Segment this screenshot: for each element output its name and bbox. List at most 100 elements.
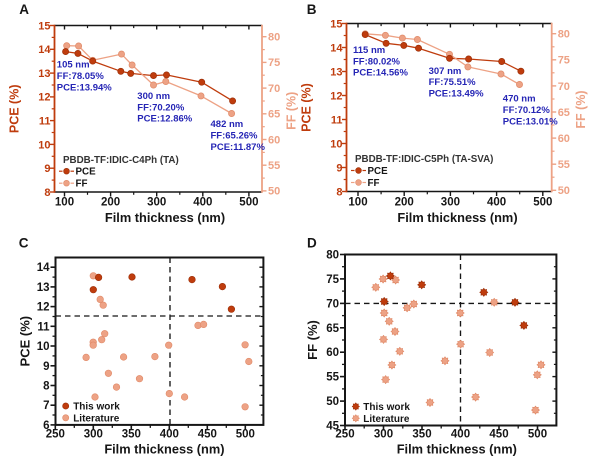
svg-text:115 nm: 115 nm (353, 45, 385, 56)
svg-text:PCE:12.86%: PCE:12.86% (137, 114, 192, 125)
svg-text:PBDB-TF:IDIC-C4Ph (TA): PBDB-TF:IDIC-C4Ph (TA) (63, 155, 179, 166)
svg-text:FF:70.20%: FF:70.20% (137, 102, 185, 113)
svg-text:50: 50 (558, 185, 570, 197)
svg-text:250: 250 (335, 429, 354, 441)
svg-text:500: 500 (239, 196, 258, 208)
svg-text:55: 55 (268, 160, 280, 172)
svg-text:PCE:13.01%: PCE:13.01% (503, 117, 558, 128)
svg-text:300: 300 (441, 196, 460, 208)
svg-text:10: 10 (38, 139, 50, 151)
svg-text:11: 11 (331, 114, 343, 126)
svg-text:55: 55 (558, 159, 570, 171)
svg-text:300: 300 (147, 196, 166, 208)
svg-text:100: 100 (55, 196, 74, 208)
svg-text:Film thickness (nm): Film thickness (nm) (105, 210, 225, 225)
svg-text:80: 80 (268, 32, 280, 44)
svg-text:8: 8 (43, 381, 50, 393)
svg-text:450: 450 (198, 429, 217, 441)
svg-text:65: 65 (558, 107, 570, 119)
svg-text:PCE:13.49%: PCE:13.49% (429, 89, 484, 100)
svg-text:PCE:13.94%: PCE:13.94% (57, 83, 112, 94)
svg-text:400: 400 (160, 429, 179, 441)
svg-text:13: 13 (37, 282, 50, 294)
svg-text:13: 13 (38, 68, 50, 80)
svg-text:70: 70 (268, 83, 280, 95)
svg-text:482 nm: 482 nm (211, 119, 244, 130)
svg-text:PBDB-TF:IDIC-C5Ph (TA-SVA): PBDB-TF:IDIC-C5Ph (TA-SVA) (355, 154, 493, 165)
svg-text:500: 500 (236, 429, 255, 441)
svg-text:Film thickness (nm): Film thickness (nm) (397, 210, 517, 225)
svg-text:450: 450 (489, 429, 508, 441)
svg-text:C: C (19, 235, 29, 250)
svg-text:250: 250 (46, 429, 65, 441)
svg-text:D: D (307, 236, 317, 251)
svg-text:105 nm: 105 nm (57, 60, 90, 71)
svg-text:12: 12 (330, 90, 342, 102)
svg-text:PCE:14.56%: PCE:14.56% (353, 68, 408, 79)
svg-text:7: 7 (43, 400, 49, 412)
svg-text:100: 100 (348, 196, 367, 208)
svg-text:55: 55 (326, 372, 339, 384)
svg-text:Literature: Literature (363, 414, 410, 425)
svg-text:11: 11 (37, 321, 50, 333)
svg-text:B: B (307, 2, 317, 17)
svg-text:9: 9 (43, 361, 49, 373)
svg-text:FF:78.05%: FF:78.05% (57, 71, 105, 82)
svg-text:FF: FF (368, 178, 380, 189)
svg-text:50: 50 (326, 396, 339, 408)
svg-text:9: 9 (44, 163, 50, 175)
svg-text:50: 50 (268, 186, 280, 198)
svg-text:8: 8 (44, 187, 50, 199)
svg-text:PCE:11.87%: PCE:11.87% (211, 142, 266, 153)
svg-text:This work: This work (363, 402, 410, 413)
svg-text:PCE: PCE (76, 167, 97, 178)
svg-text:11: 11 (39, 116, 51, 128)
svg-text:60: 60 (558, 133, 570, 145)
svg-text:Film thickness (nm): Film thickness (nm) (397, 441, 517, 456)
svg-text:300: 300 (84, 429, 103, 441)
svg-text:Literature: Literature (73, 413, 120, 424)
svg-text:65: 65 (326, 323, 339, 335)
svg-text:PCE (%): PCE (%) (18, 316, 33, 367)
svg-text:80: 80 (326, 250, 339, 262)
svg-text:60: 60 (268, 134, 280, 146)
svg-text:13: 13 (330, 66, 342, 78)
svg-text:FF (%): FF (%) (574, 90, 588, 128)
svg-text:300: 300 (374, 429, 393, 441)
svg-text:6: 6 (43, 420, 49, 432)
svg-text:15: 15 (38, 20, 50, 32)
svg-text:75: 75 (268, 57, 280, 69)
svg-text:400: 400 (487, 196, 506, 208)
svg-text:307 nm: 307 nm (429, 66, 462, 77)
svg-text:400: 400 (451, 429, 470, 441)
svg-text:9: 9 (336, 162, 342, 174)
svg-text:14: 14 (37, 262, 50, 274)
svg-text:15: 15 (330, 18, 342, 30)
svg-text:350: 350 (122, 429, 141, 441)
svg-text:14: 14 (38, 44, 51, 56)
svg-text:470 nm: 470 nm (503, 94, 536, 105)
svg-text:300 nm: 300 nm (137, 91, 170, 102)
svg-text:80: 80 (558, 29, 570, 41)
svg-text:FF:70.12%: FF:70.12% (503, 105, 551, 116)
svg-text:PCE (%): PCE (%) (7, 84, 21, 133)
svg-text:500: 500 (528, 429, 547, 441)
svg-text:Film thickness (nm): Film thickness (nm) (104, 441, 224, 456)
svg-text:A: A (19, 2, 29, 17)
svg-text:FF (%): FF (%) (305, 320, 320, 360)
svg-text:This work: This work (73, 402, 120, 413)
svg-text:200: 200 (101, 196, 120, 208)
svg-text:PCE: PCE (368, 166, 389, 177)
svg-text:400: 400 (193, 196, 212, 208)
svg-text:FF:80.02%: FF:80.02% (353, 56, 401, 67)
svg-text:12: 12 (38, 92, 50, 104)
svg-text:60: 60 (326, 347, 339, 359)
svg-text:14: 14 (330, 42, 343, 54)
svg-text:500: 500 (533, 196, 552, 208)
svg-text:75: 75 (558, 55, 570, 67)
svg-text:FF (%): FF (%) (284, 92, 298, 130)
svg-text:350: 350 (412, 429, 431, 441)
svg-text:70: 70 (326, 298, 339, 310)
svg-text:FF: FF (76, 179, 88, 190)
svg-text:75: 75 (326, 274, 339, 286)
